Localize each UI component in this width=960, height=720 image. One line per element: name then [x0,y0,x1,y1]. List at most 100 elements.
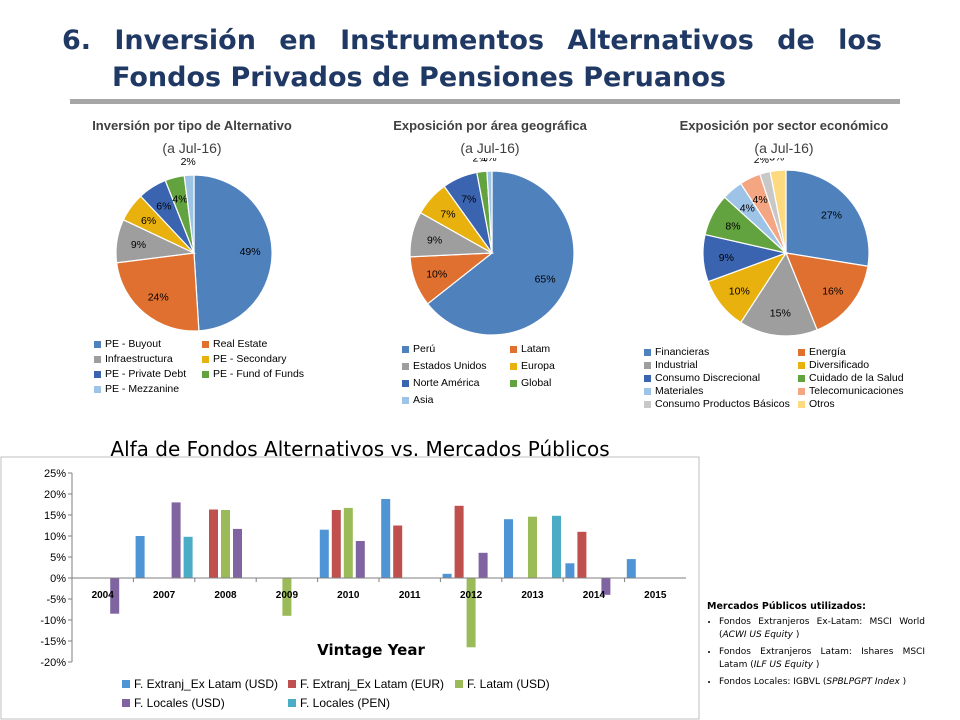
legend-label: F. Extranj_Ex Latam (USD) [134,677,278,691]
legend-label: Materiales [655,385,704,397]
bar [601,578,611,595]
legend-swatch [510,345,517,353]
pie-data-label: 15% [770,308,791,320]
pie-data-label: 4% [753,194,768,206]
pie-data-label: 6% [156,201,171,213]
y-tick-label: -10% [40,615,66,627]
pie-title: Exposición por área geográfica [393,118,587,133]
slide-title: 6. Inversión en Instrumentos Alternativos de l… [62,22,882,96]
pie-slice [486,170,493,254]
note-text-close: ) [899,677,907,687]
bar [282,578,292,616]
pie-plot: 49%24%9%6%6%4%2% [115,158,273,332]
bar [183,536,193,578]
bar [331,510,341,578]
pie-data-label: 7% [461,194,476,206]
pie-data-label: 3% [769,158,784,163]
legend-label: Infraestructura [105,353,173,365]
pie-data-label: 4% [740,203,755,215]
title-word: 6. [62,25,92,56]
legend-swatch [798,387,805,395]
bar [478,552,488,578]
note-text-close: ) [813,660,820,670]
pie-data-label: 65% [535,274,556,286]
slide-title-line-2: Fondos Privados de Pensiones Peruanos [112,62,726,93]
legend-label: Energía [809,346,846,358]
legend-swatch [644,361,651,369]
legend-label: F. Locales (USD) [134,696,225,710]
legend-item: Energía [798,346,918,358]
legend-swatch [202,370,209,378]
legend-label: Global [521,377,552,389]
bar [528,516,537,578]
legend-label: PE - Mezzanine [105,383,180,395]
legend-item: Cuidado de la Salud [798,372,918,384]
pie-data-label: 4% [172,194,187,206]
x-tick-label: 2004 [92,590,115,601]
legend-item: Latam [510,343,600,355]
bar [381,499,391,578]
legend-swatch [644,348,651,356]
pie-data-label: 24% [148,291,169,303]
legend-swatch [94,355,101,363]
pie-slice [183,174,195,254]
legend-label: Europa [521,360,555,372]
pie-slice [785,252,869,331]
pie-slice [115,252,200,332]
legend-label: F. Latam (USD) [467,677,550,691]
bar [135,536,145,578]
bar [466,578,476,648]
pie-data-label: 2% [754,158,769,166]
legend-swatch [510,362,517,370]
pie-data-label: 2% [473,158,488,165]
legend-label: Consumo Productos Básicos [655,398,790,410]
legend-label: Telecomunicaciones [809,385,904,397]
pie-slice [739,251,818,337]
legend-swatch [644,387,651,395]
pie-slice [785,169,870,267]
bar-chart-alfa: -20% -15% -10% -5% 0% 5% 10% 15% 20% 25% 2004 2007 2… [0,456,700,720]
pie-title: Inversión por tipo de Alternativo [92,118,292,133]
note-ticker: ACWI US Equity [722,630,793,640]
pie-data-label: 27% [821,209,842,221]
pie-data-label: 2% [181,158,196,168]
pie-data-label: 9% [719,252,734,264]
legend-item: Real Estate [202,338,322,350]
pie-data-label: 9% [131,239,146,251]
legend-swatch [798,374,805,382]
legend-label: Latam [521,343,551,355]
legend-item: Asia [402,394,502,406]
pie-chart-tipo-alternativo: Inversión por tipo de Alternativo (a Jul… [42,118,342,428]
legend-item: Perú [402,343,502,355]
bar [355,541,365,578]
legend-swatch [202,355,209,363]
legend-label: PE - Private Debt [105,368,187,380]
bar [343,507,353,578]
legend-swatch [644,374,651,382]
legend-label: PE - Fund of Funds [213,368,305,380]
pie-title: Exposición por sector económico [679,118,889,133]
legend-label: F. Locales (PEN) [300,696,390,710]
legend-label: F. Extranj_Ex Latam (EUR) [300,677,444,691]
pie-slice [193,174,273,332]
x-axis-label: Vintage Year [317,641,425,659]
note-item: Fondos Extranjeros Latam: Ishares MSCI L… [719,646,925,672]
x-tick-label: 2014 [583,590,606,601]
legend-swatch [94,340,101,348]
bar [577,531,587,578]
legend-swatch [510,379,517,387]
note-ticker: SPBLPGPT Index [826,677,900,687]
legend-item: PE - Fund of Funds [202,368,322,380]
y-tick-label: -20% [40,657,66,669]
legend-label: Perú [413,343,436,355]
bar [209,509,218,578]
pie-data-label: 10% [729,285,750,297]
pie-data-label: 7% [440,209,455,221]
note-text: Fondos Extranjeros Ex-Latam: MSCI World … [719,617,925,640]
title-word: Instrumentos [340,25,545,56]
legend-item: PE - Private Debt [94,368,194,380]
bar [171,502,181,578]
pie-slice [769,169,787,254]
legend-label: PE - Buyout [105,338,162,350]
legend-item: PE - Mezzanine [94,383,194,395]
